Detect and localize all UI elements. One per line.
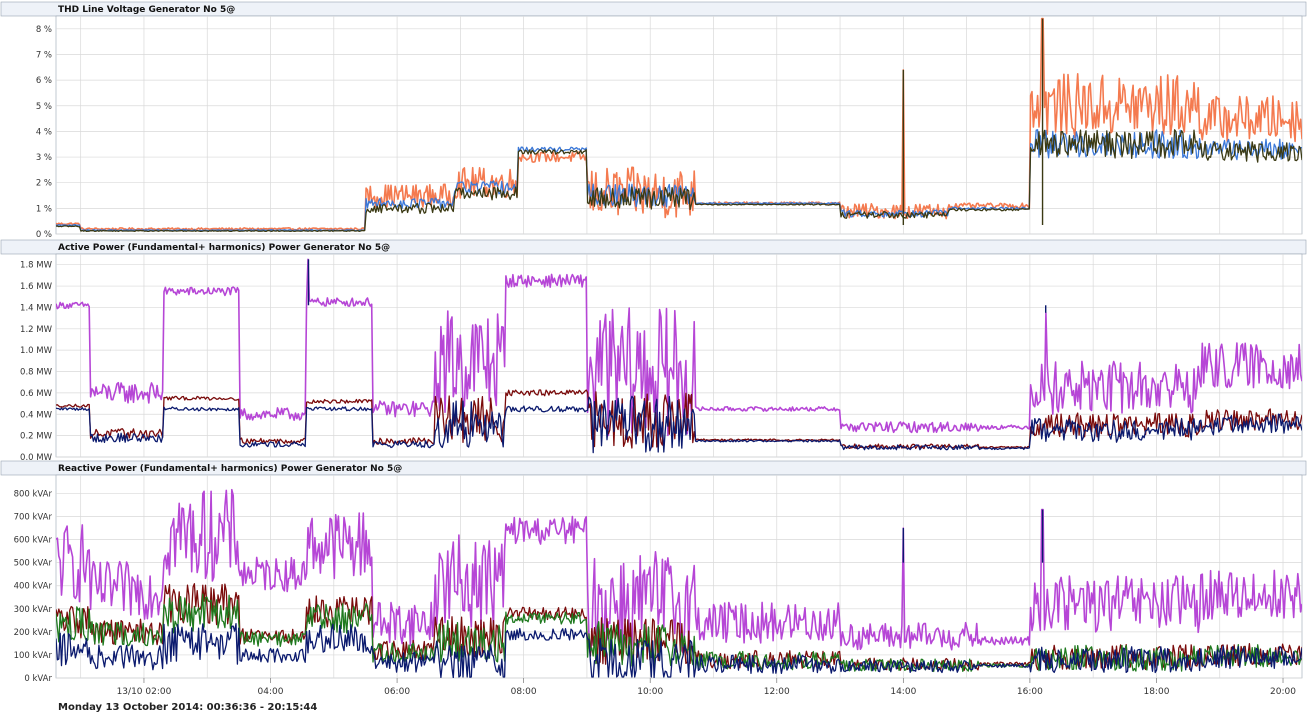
series-line-1 xyxy=(56,258,1302,437)
y-tick-label: 0.4 MW xyxy=(20,410,53,420)
chart-panel-2: Active Power (Fundamental+ harmonics) Po… xyxy=(0,239,1307,463)
series-line-2 xyxy=(56,583,1302,671)
chart-panel-1: THD Line Voltage Generator No 5@ 0 % 1 % 2 … xyxy=(0,1,1307,240)
panel-title: Reactive Power (Fundamental+ harmonics) … xyxy=(58,464,402,474)
y-tick-label: 800 kVAr xyxy=(14,489,53,499)
x-tick-label: 16:00 xyxy=(1017,687,1043,697)
y-tick-label: 1.4 MW xyxy=(20,303,53,313)
x-tick-label: 04:00 xyxy=(258,687,284,697)
x-tick-label: 10:00 xyxy=(637,687,663,697)
y-tick-label: 100 kVAr xyxy=(14,651,53,661)
y-tick-label: 0 % xyxy=(36,230,52,240)
y-tick-label: 400 kVAr xyxy=(14,582,53,592)
series-line-1 xyxy=(56,488,1302,655)
panel-title: THD Line Voltage Generator No 5@ xyxy=(58,5,235,15)
y-tick-label: 1.8 MW xyxy=(20,261,53,271)
y-tick-label: 300 kVAr xyxy=(14,605,53,615)
y-tick-label: 7 % xyxy=(36,50,52,60)
series-line-2 xyxy=(56,129,1302,232)
y-tick-label: 6 % xyxy=(36,76,52,86)
y-tick-label: 0.0 MW xyxy=(20,453,53,463)
series-line-2 xyxy=(56,389,1302,450)
y-tick-label: 500 kVAr xyxy=(14,559,53,569)
panel-title: Active Power (Fundamental+ harmonics) Po… xyxy=(58,243,390,253)
y-tick-label: 8 % xyxy=(36,25,52,35)
y-tick-label: 3 % xyxy=(36,153,52,163)
y-tick-label: 700 kVAr xyxy=(14,513,53,523)
y-tick-label: 0.6 MW xyxy=(20,389,53,399)
x-tick-label: 13/10 02:00 xyxy=(117,687,172,697)
time-axis: 13/10 02:00 04:00 06:00 08:00 10:00 12:00 14:0… xyxy=(117,678,1296,697)
y-tick-label: 2 % xyxy=(36,179,52,189)
y-tick-label: 0 kVAr xyxy=(24,674,52,684)
y-tick-label: 0.8 MW xyxy=(20,368,53,378)
y-tick-label: 1.6 MW xyxy=(20,282,53,292)
x-tick-label: 20:00 xyxy=(1270,687,1296,697)
x-tick-label: 12:00 xyxy=(764,687,790,697)
y-tick-label: 5 % xyxy=(36,102,52,112)
y-tick-label: 1.0 MW xyxy=(20,346,53,356)
series-line-4 xyxy=(56,622,1302,678)
series-line-3 xyxy=(56,129,1302,233)
plot-area xyxy=(55,15,1303,235)
series-line-3 xyxy=(56,395,1302,454)
x-tick-label: 08:00 xyxy=(511,687,537,697)
y-tick-label: 0.2 MW xyxy=(20,432,53,442)
chart-panel-3: Reactive Power (Fundamental+ harmonics) … xyxy=(0,460,1307,684)
y-tick-label: 1.2 MW xyxy=(20,325,53,335)
x-tick-label: 18:00 xyxy=(1143,687,1169,697)
y-tick-label: 600 kVAr xyxy=(14,536,53,546)
x-tick-label: 06:00 xyxy=(384,687,410,697)
date-range-label: Monday 13 October 2014: 00:36:36 - 20:15… xyxy=(58,702,317,713)
x-tick-label: 14:00 xyxy=(890,687,916,697)
y-tick-label: 200 kVAr xyxy=(14,628,53,638)
y-tick-label: 4 % xyxy=(36,127,52,137)
y-tick-label: 1 % xyxy=(36,204,52,214)
